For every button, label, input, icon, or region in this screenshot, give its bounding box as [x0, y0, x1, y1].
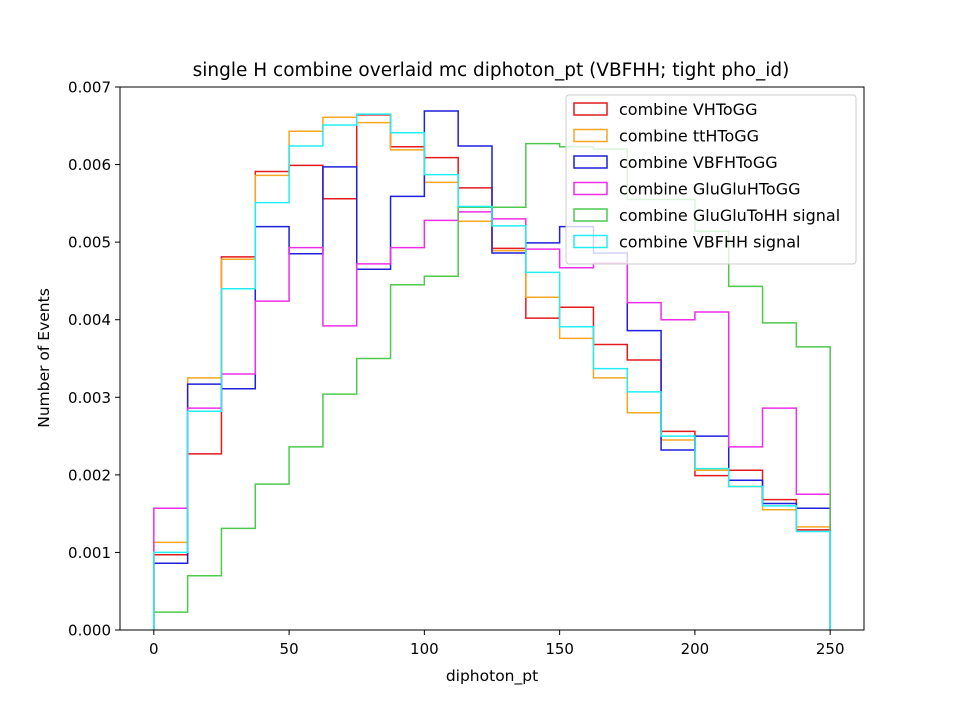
y-tick-label: 0.005 — [68, 234, 111, 252]
x-axis-label: diphoton_pt — [446, 667, 538, 686]
y-tick-label: 0.002 — [68, 466, 111, 484]
legend-swatch-4 — [573, 181, 608, 196]
legend-box — [565, 94, 857, 265]
x-tick-label: 100 — [410, 640, 439, 658]
series-line-6 — [153, 113, 831, 630]
legend-label-3: combine VBFHToGG — [619, 153, 778, 172]
plot-frame — [119, 86, 865, 631]
legend-swatch-5 — [573, 208, 608, 222]
x-tick-label: 200 — [681, 640, 710, 658]
legend-swatch-3 — [573, 155, 608, 169]
chart-title: single H combine overlaid mc diphoton_pt… — [193, 60, 790, 81]
y-tick-label: 0.000 — [68, 622, 111, 640]
y-tick-label: 0.006 — [68, 156, 111, 174]
x-tick-label: 50 — [280, 640, 299, 658]
y-tick-label: 0.004 — [68, 311, 111, 329]
y-tick-label: 0.003 — [68, 389, 111, 407]
plot-area — [153, 110, 831, 630]
x-tick-label: 150 — [545, 640, 574, 658]
x-tick-label: 0 — [149, 640, 159, 658]
axes: 0 50 100 150 200 250 0.000 0.001 0.002 0.003 0.004… — [68, 79, 865, 658]
legend-swatch-6 — [573, 234, 608, 249]
legend-label-6: combine VBFHH signal — [619, 233, 800, 252]
y-tick-label: 0.007 — [68, 79, 111, 97]
x-tick-label: 250 — [816, 640, 845, 658]
legend-label-4: combine GluGluHToGG — [619, 180, 800, 199]
legend: combine VHToGG combine ttHToGG combine VBF… — [565, 94, 857, 265]
legend-swatch-2 — [573, 128, 608, 143]
y-tick-label: 0.001 — [68, 544, 111, 562]
legend-label-1: combine VHToGG — [619, 100, 757, 119]
legend-label-5: combine GluGluToHH signal — [619, 206, 840, 225]
legend-label-2: combine ttHToGG — [619, 127, 759, 146]
y-axis-label: Number of Events — [35, 288, 53, 428]
legend-swatch-1 — [573, 102, 608, 116]
